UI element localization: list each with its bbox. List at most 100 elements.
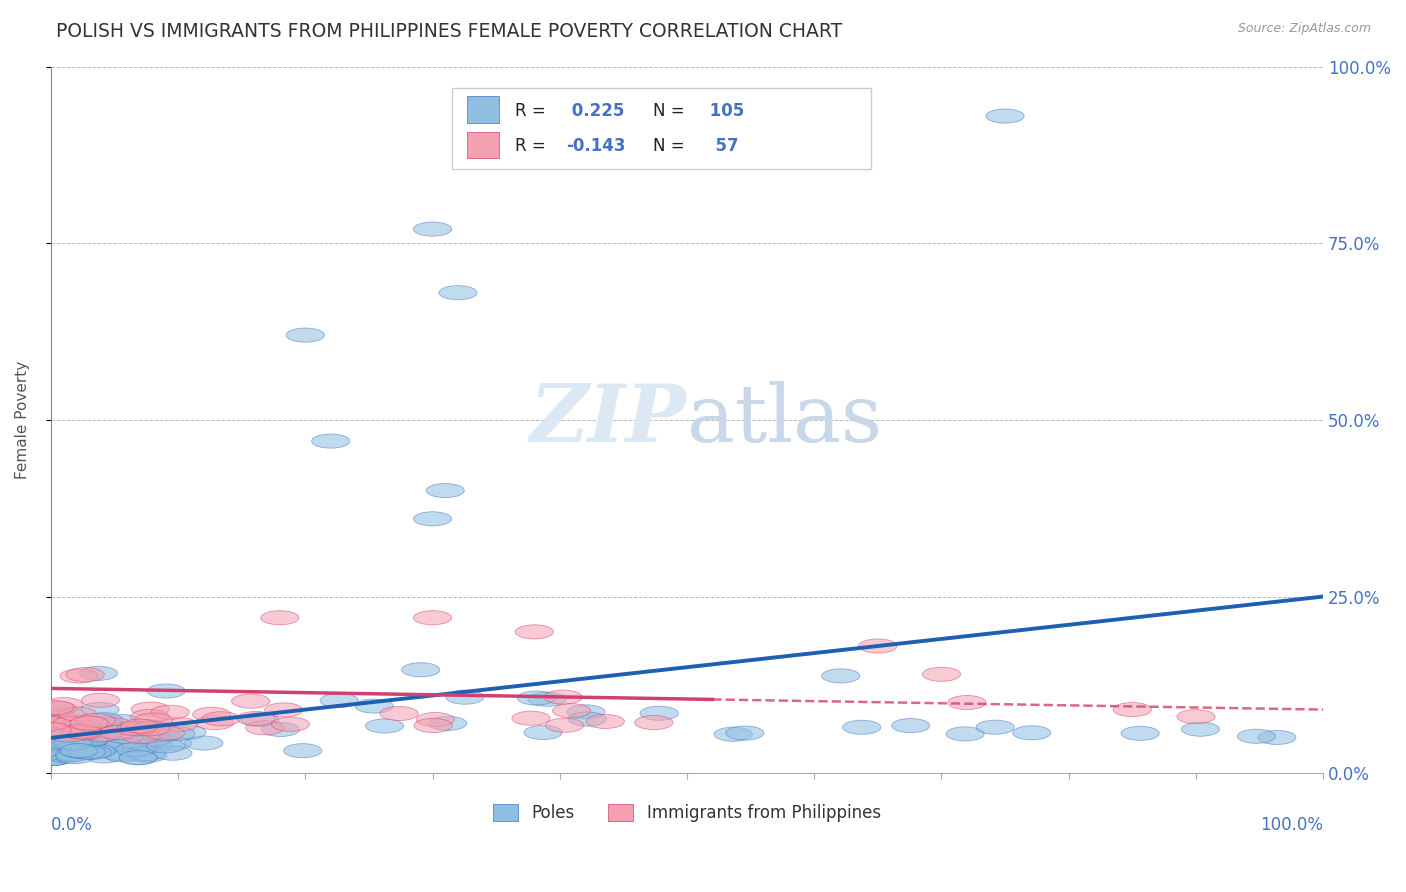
Ellipse shape bbox=[1121, 726, 1159, 740]
Ellipse shape bbox=[413, 222, 451, 236]
Ellipse shape bbox=[150, 706, 190, 719]
Ellipse shape bbox=[45, 698, 83, 712]
Ellipse shape bbox=[63, 738, 101, 752]
Ellipse shape bbox=[135, 720, 173, 734]
Ellipse shape bbox=[103, 747, 141, 762]
Ellipse shape bbox=[67, 745, 105, 759]
Ellipse shape bbox=[97, 724, 135, 739]
Ellipse shape bbox=[52, 725, 90, 739]
Ellipse shape bbox=[67, 731, 105, 744]
Ellipse shape bbox=[34, 723, 72, 737]
Ellipse shape bbox=[131, 709, 169, 723]
Ellipse shape bbox=[1181, 723, 1219, 736]
Ellipse shape bbox=[49, 747, 87, 761]
Text: 0.0%: 0.0% bbox=[51, 815, 93, 834]
Ellipse shape bbox=[1012, 726, 1050, 739]
Ellipse shape bbox=[84, 734, 122, 748]
Ellipse shape bbox=[429, 716, 467, 731]
Text: atlas: atlas bbox=[688, 381, 882, 458]
Ellipse shape bbox=[568, 712, 606, 726]
Ellipse shape bbox=[842, 720, 882, 734]
Ellipse shape bbox=[34, 704, 73, 717]
Ellipse shape bbox=[153, 736, 191, 750]
Ellipse shape bbox=[135, 739, 173, 753]
Ellipse shape bbox=[60, 669, 98, 683]
Ellipse shape bbox=[32, 716, 70, 731]
Ellipse shape bbox=[859, 639, 897, 653]
Ellipse shape bbox=[135, 713, 173, 727]
Ellipse shape bbox=[77, 714, 115, 728]
Ellipse shape bbox=[167, 725, 205, 739]
Ellipse shape bbox=[34, 751, 72, 765]
Ellipse shape bbox=[640, 706, 678, 721]
Ellipse shape bbox=[94, 718, 134, 731]
Ellipse shape bbox=[284, 744, 322, 758]
Ellipse shape bbox=[120, 751, 157, 764]
Ellipse shape bbox=[415, 718, 453, 732]
Y-axis label: Female Poverty: Female Poverty bbox=[15, 360, 30, 479]
Ellipse shape bbox=[62, 744, 100, 758]
Ellipse shape bbox=[416, 713, 454, 727]
Ellipse shape bbox=[413, 512, 451, 526]
Ellipse shape bbox=[136, 731, 174, 746]
Text: -0.143: -0.143 bbox=[567, 137, 626, 155]
Ellipse shape bbox=[56, 727, 94, 740]
Ellipse shape bbox=[79, 666, 117, 681]
Ellipse shape bbox=[48, 748, 86, 763]
FancyBboxPatch shape bbox=[467, 96, 499, 123]
Ellipse shape bbox=[41, 722, 79, 736]
Ellipse shape bbox=[948, 696, 986, 710]
Ellipse shape bbox=[69, 733, 107, 747]
Ellipse shape bbox=[76, 720, 114, 734]
Ellipse shape bbox=[121, 719, 159, 733]
Ellipse shape bbox=[49, 707, 87, 722]
Ellipse shape bbox=[321, 693, 359, 707]
Ellipse shape bbox=[53, 716, 91, 731]
Ellipse shape bbox=[527, 692, 567, 706]
Ellipse shape bbox=[413, 611, 451, 624]
Ellipse shape bbox=[402, 663, 440, 677]
Ellipse shape bbox=[271, 717, 309, 731]
Ellipse shape bbox=[246, 721, 284, 735]
Ellipse shape bbox=[524, 725, 562, 739]
Ellipse shape bbox=[202, 712, 240, 726]
Ellipse shape bbox=[82, 693, 120, 707]
Text: 57: 57 bbox=[703, 137, 738, 155]
Ellipse shape bbox=[35, 736, 73, 750]
Ellipse shape bbox=[38, 715, 76, 730]
Ellipse shape bbox=[922, 667, 960, 681]
Ellipse shape bbox=[63, 722, 101, 736]
Ellipse shape bbox=[546, 718, 583, 732]
Ellipse shape bbox=[35, 725, 73, 739]
Ellipse shape bbox=[240, 713, 278, 727]
Ellipse shape bbox=[184, 736, 224, 750]
Ellipse shape bbox=[124, 742, 162, 756]
Ellipse shape bbox=[553, 704, 591, 718]
Ellipse shape bbox=[148, 684, 186, 698]
Ellipse shape bbox=[63, 715, 101, 729]
Ellipse shape bbox=[129, 748, 167, 762]
Text: 0.225: 0.225 bbox=[567, 102, 624, 120]
Ellipse shape bbox=[79, 729, 117, 742]
Ellipse shape bbox=[59, 744, 98, 757]
Ellipse shape bbox=[86, 739, 124, 754]
Text: N =: N = bbox=[652, 102, 685, 120]
Ellipse shape bbox=[120, 750, 157, 764]
Ellipse shape bbox=[238, 712, 276, 725]
Ellipse shape bbox=[132, 732, 170, 747]
Ellipse shape bbox=[159, 717, 197, 731]
Ellipse shape bbox=[104, 738, 142, 752]
Ellipse shape bbox=[946, 727, 984, 741]
Ellipse shape bbox=[312, 434, 350, 448]
Ellipse shape bbox=[515, 624, 554, 639]
FancyBboxPatch shape bbox=[451, 87, 872, 169]
Ellipse shape bbox=[366, 719, 404, 733]
Ellipse shape bbox=[65, 740, 103, 755]
Ellipse shape bbox=[426, 483, 464, 498]
Ellipse shape bbox=[34, 742, 72, 756]
Ellipse shape bbox=[70, 734, 108, 748]
Ellipse shape bbox=[48, 737, 86, 750]
Ellipse shape bbox=[56, 749, 94, 764]
Text: 105: 105 bbox=[703, 102, 744, 120]
Ellipse shape bbox=[117, 722, 155, 736]
